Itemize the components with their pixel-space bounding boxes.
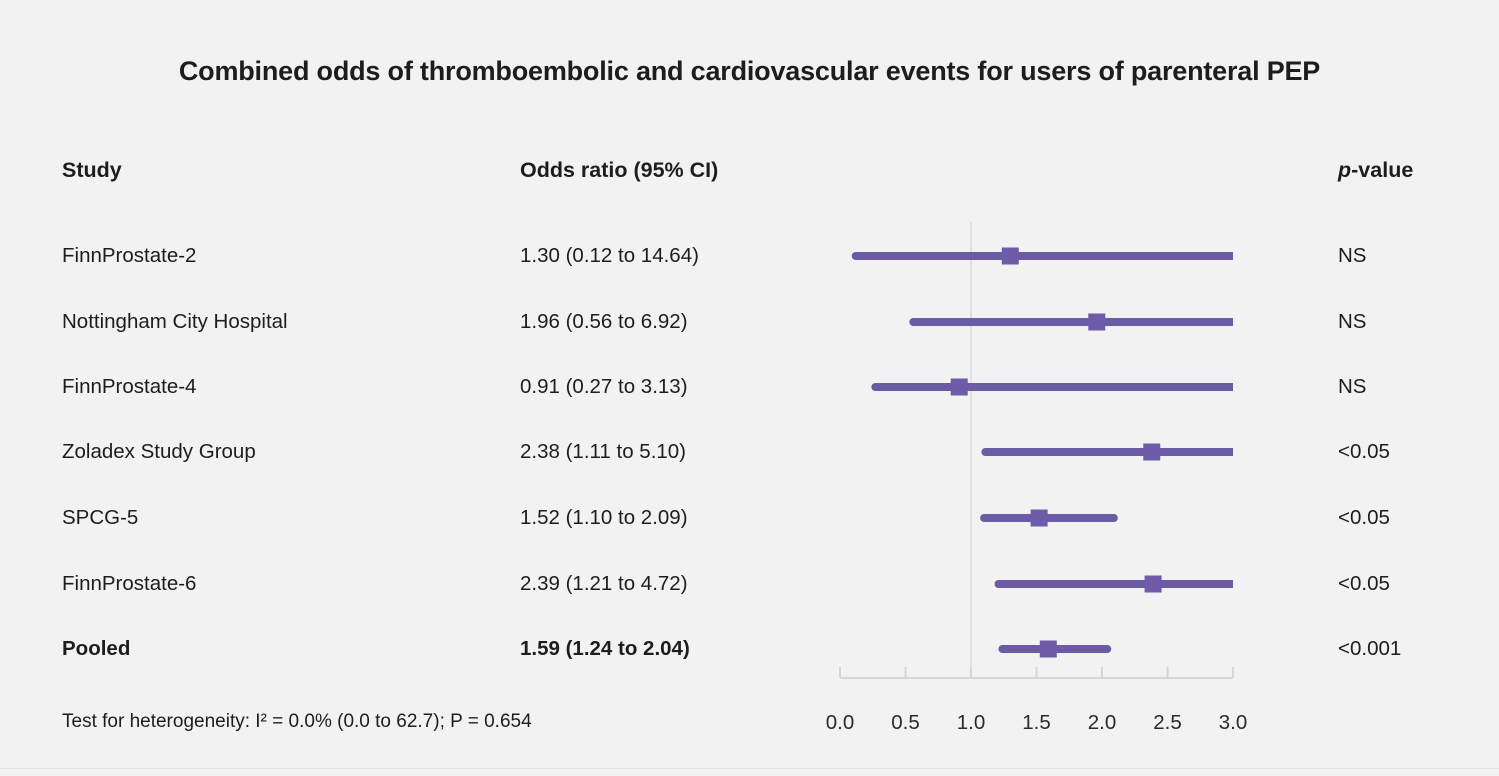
x-axis-tick-label: 2.5: [1153, 711, 1182, 734]
p-value-text: <0.05: [1338, 506, 1390, 529]
or-marker: [1143, 443, 1161, 461]
study-name: SPCG-5: [62, 506, 139, 529]
ci-line-cap-low: [871, 383, 880, 391]
x-axis-tick-label: 2.0: [1088, 711, 1117, 734]
or-marker: [1039, 640, 1057, 658]
p-value-text: <0.05: [1338, 572, 1390, 595]
p-value-text-pooled: <0.001: [1338, 637, 1402, 660]
ci-line-cap-low: [909, 318, 918, 326]
ci-line-cap-high: [1103, 645, 1112, 653]
column-header-odds-ratio: Odds ratio (95% CI): [520, 158, 719, 182]
odds-ratio-text: 1.30 (0.12 to 14.64): [520, 244, 699, 267]
ci-line-cap-high: [1109, 514, 1118, 522]
odds-ratio-text: 1.96 (0.56 to 6.92): [520, 310, 688, 333]
x-axis-tick-label: 0.0: [826, 711, 855, 734]
or-marker: [1001, 247, 1019, 265]
study-name: FinnProstate-4: [62, 375, 197, 398]
x-axis-tick-label: 3.0: [1219, 711, 1248, 734]
study-name: Zoladex Study Group: [62, 440, 256, 463]
odds-ratio-text: 1.52 (1.10 to 2.09): [520, 506, 688, 529]
odds-ratio-text: 2.39 (1.21 to 4.72): [520, 572, 688, 595]
column-header-study: Study: [62, 158, 122, 182]
chart-title: Combined odds of thromboembolic and card…: [178, 56, 1321, 86]
p-value-text: NS: [1338, 375, 1367, 398]
x-axis-tick-label: 1.0: [957, 711, 986, 734]
ci-line-cap-low: [851, 252, 860, 260]
or-marker: [1030, 509, 1048, 527]
p-suffix: -value: [1351, 158, 1414, 182]
p-value-text: NS: [1338, 244, 1367, 267]
bottom-divider: [0, 768, 1499, 769]
heterogeneity-note: Test for heterogeneity: I² = 0.0% (0.0 t…: [62, 711, 532, 732]
or-marker: [1088, 313, 1106, 331]
study-name: Nottingham City Hospital: [62, 310, 288, 333]
ci-line-cap-low: [998, 645, 1007, 653]
or-marker: [950, 378, 968, 396]
odds-ratio-text: 0.91 (0.27 to 3.13): [520, 375, 688, 398]
or-marker: [1144, 575, 1162, 593]
odds-ratio-text: 2.38 (1.11 to 5.10): [520, 440, 687, 463]
p-value-text: <0.05: [1338, 440, 1390, 463]
p-italic: p: [1338, 158, 1352, 182]
ci-line-cap-low: [994, 580, 1003, 588]
x-axis-tick-label: 0.5: [891, 711, 920, 734]
study-name: FinnProstate-2: [62, 244, 197, 267]
column-header-p-value: p-value: [1338, 154, 1413, 186]
study-name: FinnProstate-6: [62, 572, 197, 595]
odds-ratio-text-pooled: 1.59 (1.24 to 2.04): [520, 637, 690, 660]
ci-line-cap-low: [981, 448, 990, 456]
ci-line-cap-low: [980, 514, 989, 522]
x-axis-tick-label: 1.5: [1022, 711, 1051, 734]
study-name-pooled: Pooled: [62, 637, 131, 660]
p-value-text: NS: [1338, 310, 1367, 333]
